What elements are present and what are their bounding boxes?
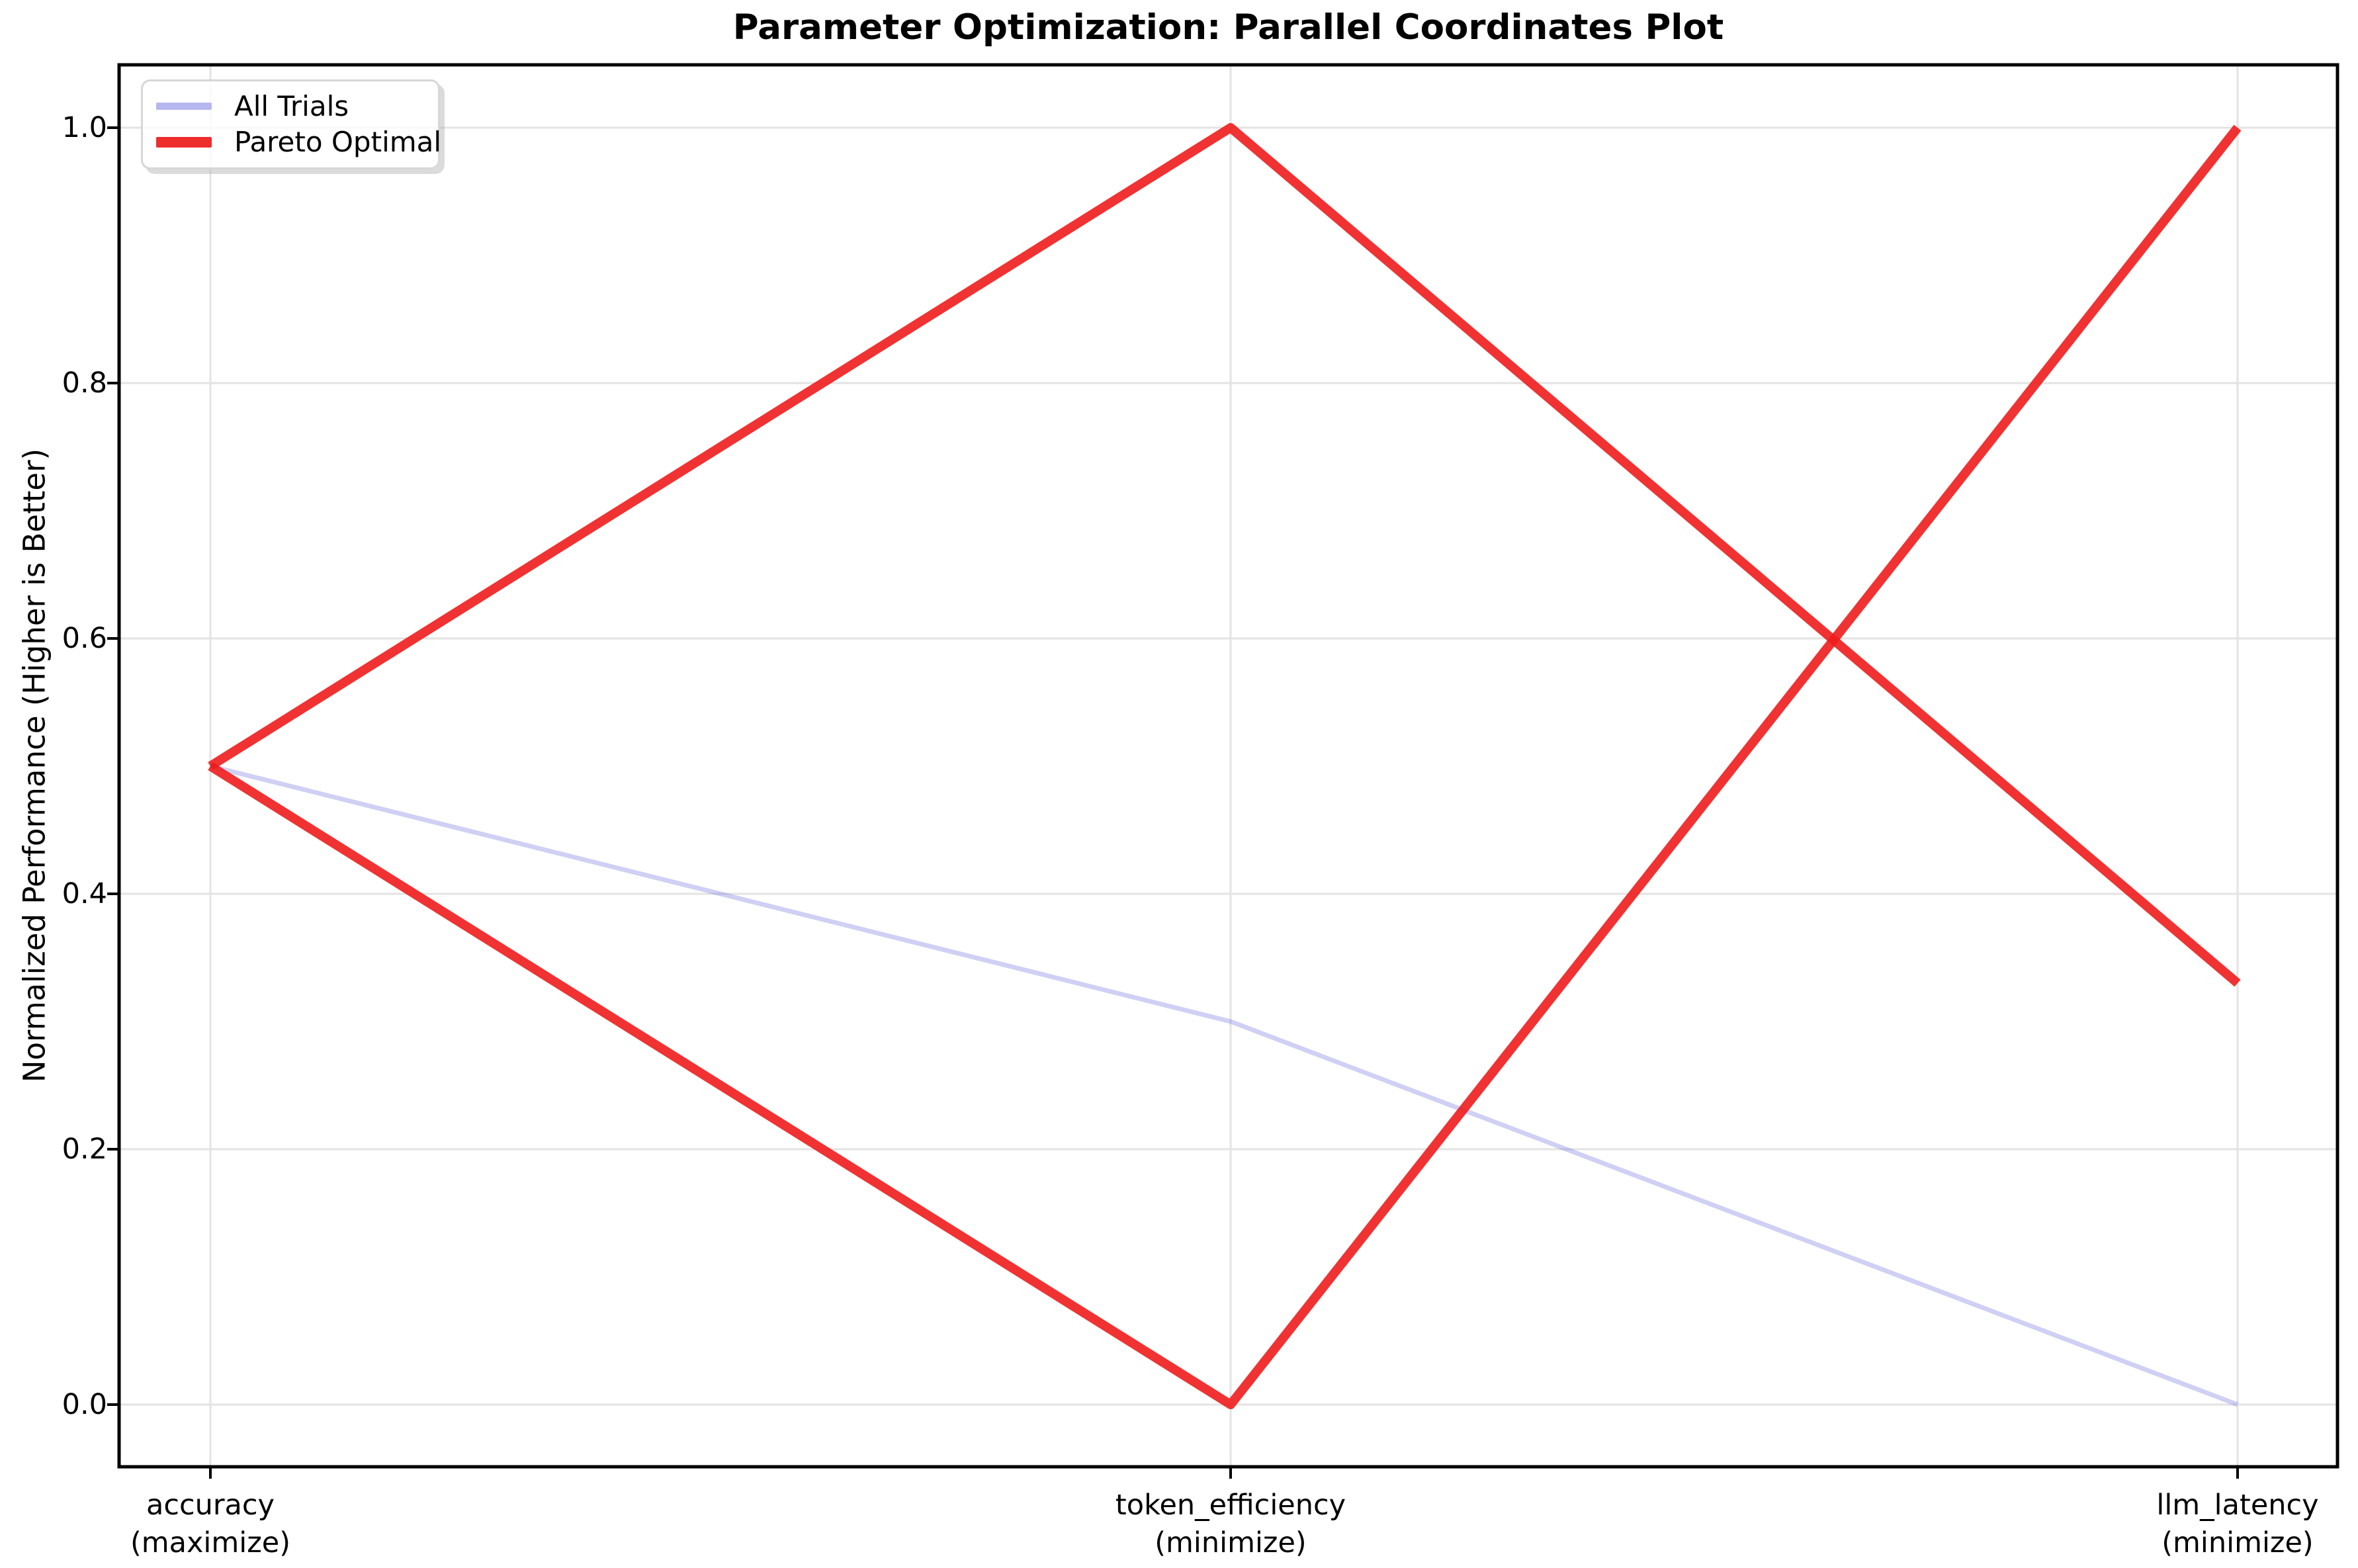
trial-line-all-trials-0 bbox=[210, 763, 2239, 1407]
y-tick-label-4: 0.8 bbox=[62, 367, 107, 400]
axes-spines bbox=[117, 63, 2339, 1469]
y-tick-label-3: 0.6 bbox=[62, 622, 107, 655]
tick-marks bbox=[107, 126, 2239, 1479]
series-layer bbox=[208, 123, 2242, 1409]
trial-line-pareto-optimal-2 bbox=[208, 124, 2242, 1409]
grid-layer bbox=[119, 65, 2337, 1467]
legend-item-all-trials: All Trials bbox=[156, 89, 429, 122]
y-tick-label-1: 0.2 bbox=[62, 1133, 107, 1166]
trial-line-pareto-optimal-1 bbox=[208, 123, 2241, 987]
chart-title: Parameter Optimization: Parallel Coordin… bbox=[732, 7, 1724, 48]
y-tick-label-2: 0.4 bbox=[62, 877, 107, 910]
legend-label-pareto-optimal: Pareto Optimal bbox=[234, 125, 442, 158]
x-axis-category-label-2: llm_latency (minimize) bbox=[2156, 1489, 2319, 1559]
y-tick-label-0: 0.0 bbox=[62, 1388, 107, 1421]
legend-item-pareto-optimal: Pareto Optimal bbox=[156, 127, 441, 157]
axes-frame bbox=[117, 63, 2339, 1469]
all-trials-line-swatch bbox=[156, 103, 212, 110]
x-axis-category-label-1: token_efficiency (minimize) bbox=[1115, 1489, 1346, 1559]
legend: All Trials Pareto Optimal bbox=[141, 79, 441, 169]
y-tick-label-5: 1.0 bbox=[62, 111, 107, 144]
legend-label-all-trials: All Trials bbox=[234, 89, 349, 122]
x-axis-category-label-0: accuracy (maximize) bbox=[130, 1489, 291, 1559]
pareto-optimal-line-swatch bbox=[156, 137, 212, 148]
